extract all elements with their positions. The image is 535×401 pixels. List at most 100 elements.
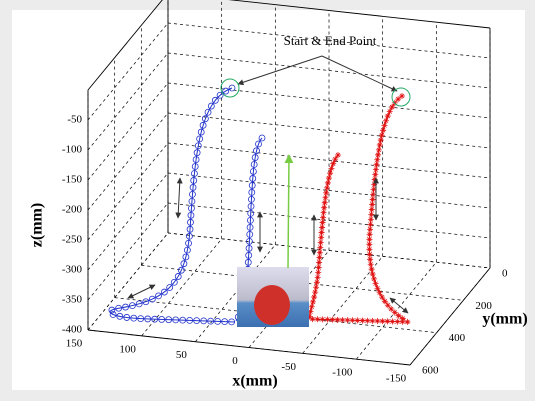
point (193, 317, 201, 325)
point (246, 223, 254, 231)
point (322, 194, 329, 201)
point (185, 239, 192, 247)
point (381, 122, 388, 129)
point (199, 121, 207, 129)
point (339, 316, 346, 323)
point (321, 199, 328, 206)
arrow (284, 154, 294, 269)
point (369, 196, 376, 203)
grid-line (87, 82, 169, 181)
point (179, 316, 187, 324)
point (307, 308, 314, 315)
point (368, 266, 375, 273)
point (165, 316, 173, 324)
point (394, 318, 401, 325)
arrow (127, 284, 156, 299)
annotation: Start & End Point (284, 33, 377, 48)
point (221, 318, 229, 326)
point (317, 244, 324, 251)
point (186, 225, 194, 233)
point (309, 316, 316, 323)
grid-line (87, 172, 169, 271)
point (204, 108, 212, 116)
z-tick-label: -150 (62, 174, 83, 186)
point (245, 244, 253, 252)
point (211, 96, 219, 104)
point (247, 209, 255, 217)
point (189, 190, 196, 198)
point (376, 289, 383, 296)
point (207, 102, 215, 110)
point (248, 182, 256, 189)
point (371, 275, 378, 282)
point (369, 201, 376, 208)
point (308, 303, 315, 310)
point (311, 294, 318, 301)
point (142, 298, 150, 306)
y-tick-label: 0 (502, 268, 508, 280)
point (369, 271, 376, 278)
point (327, 170, 334, 177)
point (330, 160, 337, 167)
grid-line (87, 112, 169, 211)
point (374, 156, 381, 163)
grid-line (87, 202, 169, 301)
point (186, 232, 193, 240)
grid: 150 100 50 0 -50 -100 -150 0 200 400 600 -50 -100 -15… (62, 0, 508, 385)
point (384, 318, 391, 325)
point (216, 91, 224, 99)
point (374, 285, 381, 292)
point (368, 211, 375, 218)
point (364, 317, 371, 324)
point (324, 316, 331, 323)
point (374, 318, 381, 325)
point (194, 142, 202, 150)
point (321, 204, 328, 211)
point (228, 84, 236, 92)
axis-edge (228, 0, 491, 29)
point (325, 175, 332, 182)
point (320, 209, 327, 216)
point (130, 314, 138, 322)
point (318, 229, 325, 236)
point (197, 128, 205, 136)
point (246, 237, 253, 245)
point (191, 170, 198, 177)
point (332, 156, 339, 163)
grid-line (195, 244, 276, 342)
z-tick-label: -100 (62, 144, 83, 156)
point (191, 163, 199, 170)
z-tick-label: -50 (67, 114, 82, 126)
point (335, 152, 341, 158)
point (378, 132, 385, 139)
point (319, 224, 326, 231)
y-tick-label: 200 (475, 300, 492, 312)
point (386, 108, 393, 115)
grid-line (87, 52, 169, 151)
z-tick-label: -300 (62, 264, 83, 276)
point (324, 179, 331, 186)
point (128, 302, 136, 310)
x-tick-label: -50 (281, 361, 296, 373)
point (166, 284, 174, 291)
point (313, 284, 320, 291)
y-axis-label: y(mm) (482, 311, 527, 328)
point (249, 175, 257, 182)
point (246, 216, 254, 224)
point (329, 316, 336, 323)
x-tick-label: 50 (176, 349, 188, 361)
point (151, 315, 159, 323)
grid-line (87, 22, 169, 121)
point (135, 300, 143, 308)
point (182, 253, 190, 261)
axis-edge (87, 329, 411, 366)
y-tick-label: 400 (449, 332, 466, 344)
point (315, 264, 322, 271)
point (319, 219, 326, 226)
point (172, 316, 180, 324)
point (187, 211, 195, 219)
point (367, 226, 374, 233)
point (359, 317, 366, 324)
point (309, 298, 316, 305)
